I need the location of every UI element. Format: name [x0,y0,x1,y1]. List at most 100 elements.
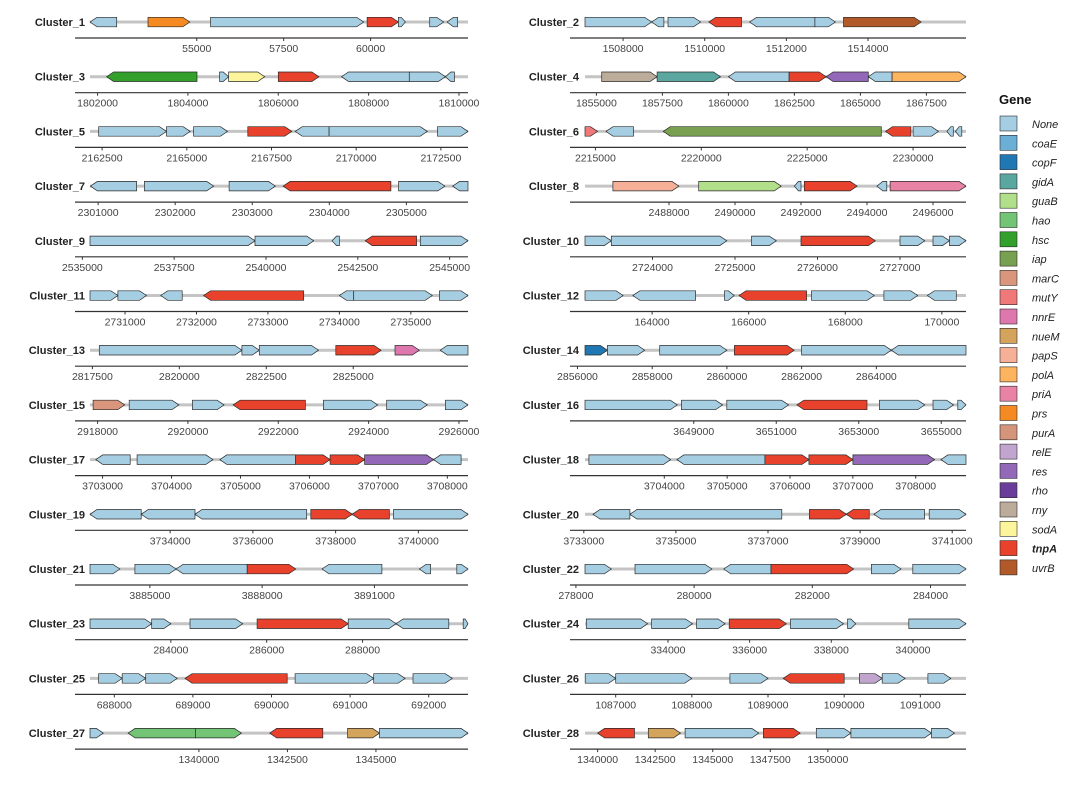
gene-arrow-tnpA [809,509,847,520]
x-tick-label: 2170000 [336,152,377,164]
gene-arrow-None [899,235,926,246]
gene-arrow-None [151,618,172,629]
x-tick-label: 3706000 [770,481,811,493]
gene-arrow-None [867,71,893,82]
x-tick-label: 2725000 [715,262,756,274]
x-tick-label: 3740000 [398,535,439,547]
x-tick-label: 3708000 [427,481,468,493]
gene-arrow-None [89,563,121,575]
gene-arrow-None [194,509,308,520]
gene-arrow-nnrE [394,345,420,356]
x-tick-label: 2302000 [155,207,196,219]
gene-arrow-None [429,16,445,28]
gene-arrow-None [727,71,790,82]
cluster-panel: Cluster_15 2918000 2920000 2922000 2924000 29… [29,399,480,438]
gene-arrow-None [328,126,428,137]
x-tick-label: 2822500 [246,371,287,383]
gene-arrow-tnpA [256,618,349,629]
x-tick-label: 3649000 [673,426,714,438]
legend-label: rny [1032,505,1049,517]
gene-arrow-tnpA [884,126,912,137]
gene-arrow-None [651,618,694,629]
cluster-panel: Cluster_18 3704000 3705000 3706000 3707000 37… [523,454,967,493]
x-tick-label: 3739000 [840,535,881,547]
x-tick-label: 2301000 [78,207,119,219]
gene-arrow-None [873,509,925,520]
gene-arrow-None [610,235,728,246]
gene-arrow-None [412,673,453,684]
gene-arrow-None [331,235,340,246]
gene-arrow-None [98,673,123,684]
x-tick-label: 1512000 [766,43,807,55]
gene-arrow-None [815,728,852,739]
x-tick-label: 3655000 [921,426,962,438]
x-tick-label: 2817500 [72,371,113,383]
gene-arrow-None [418,563,431,575]
legend-swatch [999,385,1018,402]
legend-label: polA [1031,370,1054,382]
gene-arrow-None [353,290,433,301]
gene-arrow-None [928,509,967,520]
x-tick-label: 2864000 [856,371,897,383]
gene-arrow-None [723,563,772,575]
gene-arrow-tnpA [329,454,366,465]
x-tick-label: 278000 [558,590,593,602]
gene-arrow-None [373,673,406,684]
cluster-panel: Cluster_17 3703000 3704000 3705000 3706000 37… [29,454,468,493]
x-tick-label: 1342500 [267,754,308,766]
gene-arrow-None [98,345,243,356]
x-tick-label: 2537500 [154,262,195,274]
gene-arrow-None [379,728,469,739]
gene-arrow-priA [889,181,967,192]
x-tick-label: 2215000 [575,152,616,164]
legend-label: res [1032,466,1048,478]
gene-arrow-None [659,345,728,356]
cluster-panel: Cluster_24 334000 336000 338000 340000 [523,618,967,657]
legend-label: nnrE [1032,312,1056,324]
gene-arrow-tnpA [782,673,845,684]
gene-arrow-None [89,16,118,28]
gene-arrow-tnpA [596,728,635,739]
cluster-panel: Cluster_26 1087000 1088000 1089000 1090000 10… [523,673,966,711]
cluster-label: Cluster_12 [523,291,579,303]
x-tick-label: 2731000 [105,317,146,329]
x-tick-label: 2165000 [166,152,207,164]
x-tick-label: 1340000 [577,754,618,766]
gene-arrow-uvrB [843,16,922,28]
gene-arrow-None [192,399,225,411]
legend-title: Gene [999,92,1032,107]
x-tick-label: 2303000 [232,207,273,219]
x-tick-label: 2858000 [632,371,673,383]
gene-arrow-None [584,16,653,28]
legend-swatch [999,501,1018,518]
cluster-panel: Cluster_19 3734000 3736000 3738000 3740000 [29,509,469,547]
gene-arrow-hao [195,728,243,739]
gene-arrow-None [931,728,956,739]
gene-arrow-None [121,673,147,684]
x-tick-label: 60000 [356,43,385,55]
gene-arrow-None [338,290,355,301]
gene-arrow-None [393,509,469,520]
gene-arrow-None [696,618,726,629]
legend-label: sodA [1032,524,1057,536]
cluster-label: Cluster_20 [523,509,579,521]
gene-arrow-None [193,126,229,137]
legend-item: iap [999,250,1047,267]
gene-arrow-None [398,16,406,28]
gene-arrow-None [790,618,845,629]
gene-arrow-guaB [698,181,782,192]
x-tick-label: 2862000 [781,371,822,383]
x-tick-label: 334000 [650,645,685,657]
x-tick-label: 2304000 [309,207,350,219]
gene-arrow-None [748,16,816,28]
gene-arrow-None [681,399,724,411]
legend-item: gidA [999,173,1054,190]
cluster-label: Cluster_3 [35,72,85,84]
legend-item: hsc [999,231,1050,248]
x-tick-label: 690000 [254,699,289,711]
legend-label: gidA [1032,177,1054,189]
legend-item: sodA [999,520,1057,537]
gene-arrow-None [847,618,857,629]
legend-label: nueM [1032,331,1060,343]
gene-arrow-None [89,728,104,739]
